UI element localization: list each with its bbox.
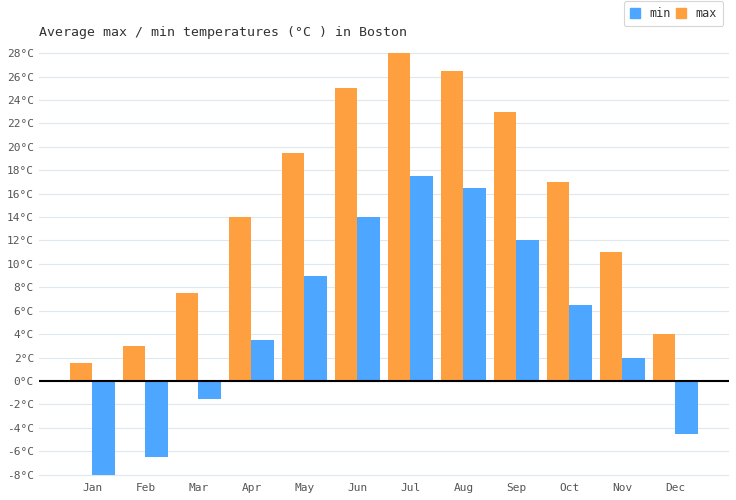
Bar	[146, 381, 168, 457]
Bar	[600, 252, 623, 381]
Bar	[547, 182, 570, 381]
Bar	[199, 381, 221, 398]
Bar	[176, 293, 199, 381]
Bar	[305, 276, 327, 381]
Bar	[282, 152, 305, 381]
Bar	[441, 70, 464, 381]
Bar	[464, 188, 486, 381]
Bar	[93, 381, 115, 474]
Bar	[335, 88, 358, 381]
Bar	[229, 217, 252, 381]
Bar	[70, 364, 93, 381]
Bar	[411, 176, 433, 381]
Text: Average max / min temperatures (°C ) in Boston: Average max / min temperatures (°C ) in …	[39, 26, 407, 39]
Bar	[252, 340, 274, 381]
Bar	[517, 240, 539, 381]
Bar	[570, 305, 592, 381]
Legend: min, max: min, max	[623, 2, 723, 26]
Bar	[358, 217, 380, 381]
Bar	[653, 334, 676, 381]
Bar	[623, 358, 645, 381]
Bar	[494, 112, 517, 381]
Bar	[123, 346, 146, 381]
Bar	[676, 381, 698, 434]
Bar	[388, 53, 411, 381]
